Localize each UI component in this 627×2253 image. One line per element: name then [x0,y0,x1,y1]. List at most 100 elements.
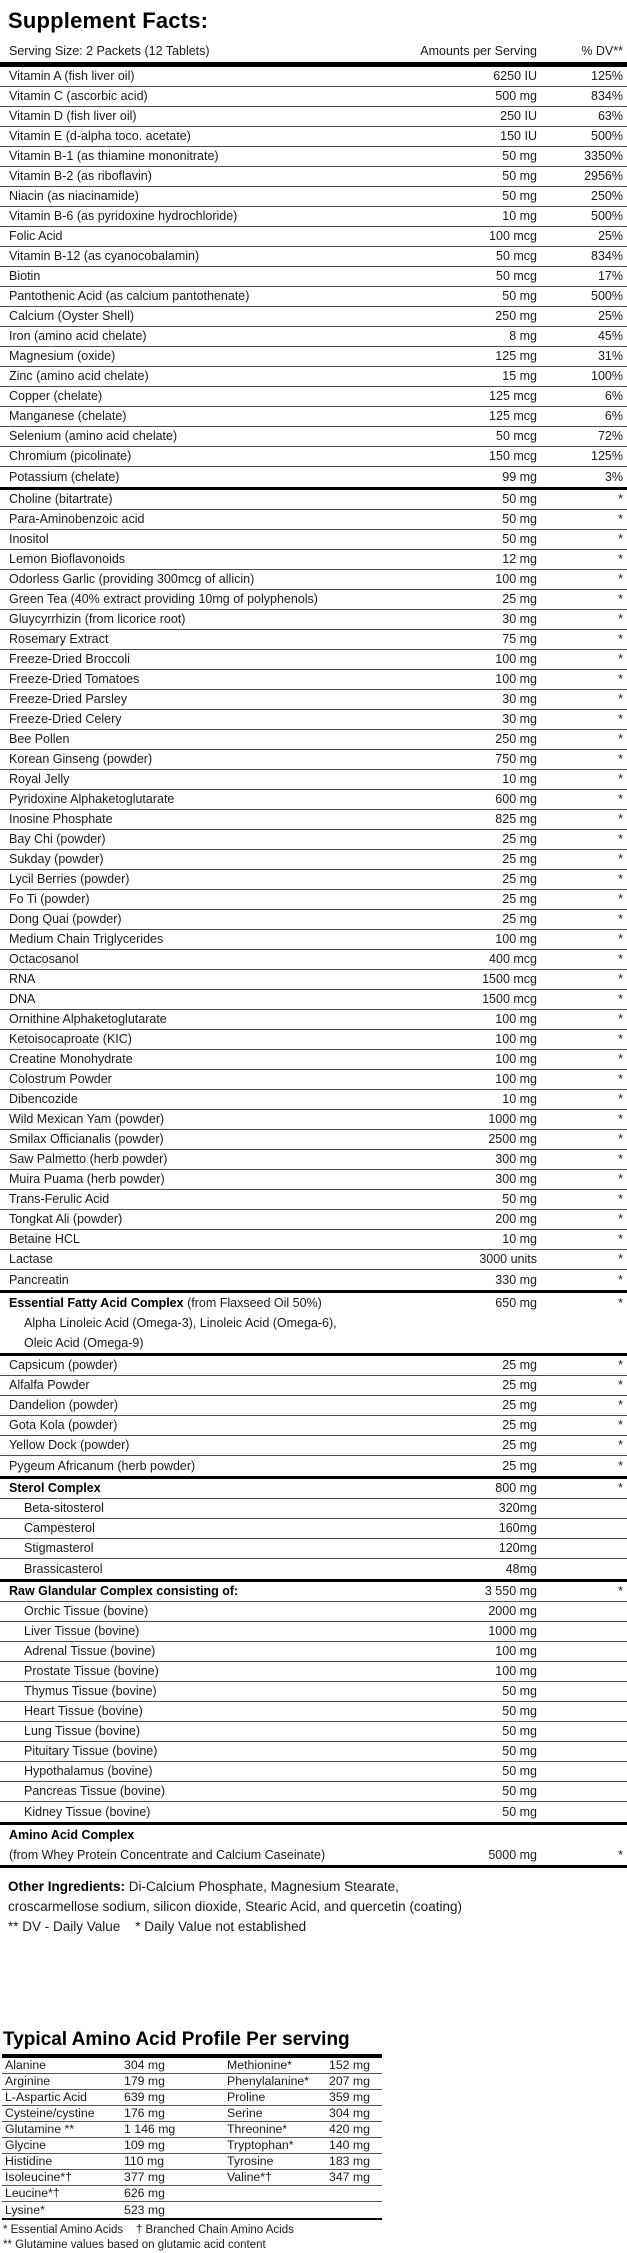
ingredient-name: Bay Chi (powder) [9,832,106,846]
ingredient-name: Manganese (chelate) [9,409,127,423]
ingredient-amount: 99 mg [502,469,537,484]
ingredient-name: Creatine Monohydrate [9,1052,133,1066]
amino-name: Isoleucine*† [5,2170,72,2184]
ingredient-row: Iron (amino acid chelate) 8 mg 45% [0,327,627,347]
ingredient-dv: * [618,592,623,606]
amino-value: 304 mg [124,2058,166,2072]
ingredient-row: Capsicum (powder) 25 mg * [0,1356,627,1376]
ingredient-row: Bee Pollen 250 mg * [0,730,627,750]
ingredient-amount: 2000 mg [488,1604,537,1618]
ingredient-dv: * [618,1132,623,1146]
ingredient-amount: 300 mg [495,1172,537,1186]
amino-profile-table: Alanine 304 mg Methionine* 152 mg Arginine 17… [2,2054,382,2220]
ingredient-name: Pyridoxine Alphaketoglutarate [9,792,175,806]
amino-footnote-glutamine: ** Glutamine values based on glutamic ac… [3,2239,266,2251]
ingredient-dv: * [618,672,623,686]
ingredient-dv: * [618,1295,623,1310]
ingredient-name: Zinc (amino acid chelate) [9,369,149,383]
ingredient-amount: 1500 mcg [482,972,537,986]
ingredient-dv: * [618,1052,623,1066]
ingredient-row: Raw Glandular Complex consisting of: 3 55… [0,1582,627,1602]
ingredient-amount: 125 mcg [489,389,537,403]
ingredient-amount: 25 mg [502,912,537,926]
ingredient-dv: * [618,692,623,706]
ingredient-amount: 50 mg [502,1724,537,1738]
ingredient-row: Vitamin C (ascorbic acid) 500 mg 834% [0,87,627,107]
ingredient-amount: 50 mg [502,169,537,183]
ingredient-name: Tongkat Ali (powder) [9,1212,123,1226]
ingredient-row: Campesterol 160mg [0,1519,627,1539]
ingredient-name: Alpha Linoleic Acid (Omega-3), Linoleic … [24,1315,337,1330]
ingredient-amount: 3000 units [479,1252,537,1266]
ingredient-amount: 50 mg [502,492,537,506]
ingredient-dv: * [618,952,623,966]
ingredient-dv: 500% [591,129,623,143]
ingredient-name: Octacosanol [9,952,79,966]
ingredient-row: Vitamin B-1 (as thiamine mononitrate) 50 … [0,147,627,167]
ingredient-amount: 300 mg [495,1152,537,1166]
ingredient-dv: * [618,1378,623,1392]
ingredient-row: Lactase 3000 units * [0,1250,627,1270]
ingredient-name: Campesterol [24,1521,95,1535]
ingredient-amount: 50 mg [502,1764,537,1778]
ingredient-name: Magnesium (oxide) [9,349,116,363]
amino-name: Glutamine ** [5,2122,75,2136]
ingredient-dv: * [618,752,623,766]
ingredient-row: Magnesium (oxide) 125 mg 31% [0,347,627,367]
ingredient-amount: 1000 mg [488,1112,537,1126]
ingredient-row: Smilax Officianalis (powder) 2500 mg * [0,1130,627,1150]
ingredient-dv: * [618,812,623,826]
ingredient-dv: * [618,552,623,566]
ingredient-name: Trans-Ferulic Acid [9,1192,110,1206]
ingredient-amount: 10 mg [502,209,537,223]
ingredient-name: Chromium (picolinate) [9,449,132,463]
ingredient-amount: 25 mg [502,892,537,906]
ingredient-dv: 72% [597,429,623,443]
ingredient-row: DNA 1500 mcg * [0,990,627,1010]
ingredient-amount: 30 mg [502,712,537,726]
ingredient-name: Thymus Tissue (bovine) [24,1684,157,1698]
amino-row: Arginine 179 mg Phenylalanine* 207 mg [2,2074,382,2090]
ingredient-amount: 150 mcg [489,449,537,463]
ingredient-row: Calcium (Oyster Shell) 250 mg 25% [0,307,627,327]
ingredient-dv: * [618,1172,623,1186]
ingredient-name: Pituitary Tissue (bovine) [24,1744,158,1758]
ingredient-dv: * [618,772,623,786]
ingredient-amount: 150 IU [500,129,537,143]
ingredient-dv: 45% [597,329,623,343]
ingredient-row: Freeze-Dried Tomatoes 100 mg * [0,670,627,690]
amino-name: Threonine* [227,2122,288,2136]
ingredient-amount: 10 mg [502,1092,537,1106]
amino-value: 179 mg [124,2074,166,2088]
ingredient-dv: 6% [604,389,623,403]
ingredient-dv: * [618,1212,623,1226]
ingredient-amount: 50 mg [502,1784,537,1798]
ingredient-dv: * [618,1232,623,1246]
ingredient-row: Creatine Monohydrate 100 mg * [0,1050,627,1070]
ingredient-name: Pancreas Tissue (bovine) [24,1784,166,1798]
ingredient-amount: 120mg [498,1541,537,1555]
amino-name: L-Aspartic Acid [5,2090,88,2104]
ingredient-name: Choline (bitartrate) [9,492,113,506]
ingredient-row: Vitamin B-2 (as riboflavin) 50 mg 2956% [0,167,627,187]
ingredient-name: Stigmasterol [24,1541,94,1555]
ingredient-amount: 825 mg [495,812,537,826]
ingredient-amount: 320mg [498,1501,537,1515]
amino-value: 304 mg [329,2106,371,2120]
ingredient-amount: 800 mg [495,1481,537,1495]
ingredient-name: Essential Fatty Acid Complex (from Flaxs… [9,1295,322,1310]
ingredient-amount: 25 mg [502,1458,537,1473]
amino-value: 176 mg [124,2106,166,2120]
ingredient-dv: * [618,1112,623,1126]
ingredient-dv: * [618,832,623,846]
amino-row: L-Aspartic Acid 639 mg Proline 359 mg [2,2090,382,2106]
facts-section-3: Essential Fatty Acid Complex (from Flaxs… [0,1293,627,1356]
ingredient-amount: 100 mg [495,1644,537,1658]
facts-section-1: Vitamin A (fish liver oil) 6250 IU 125% Vit… [0,67,627,490]
ingredient-amount: 100 mg [495,1012,537,1026]
ingredient-amount: 125 mcg [489,409,537,423]
ingredient-name: Colostrum Powder [9,1072,112,1086]
ingredient-amount: 125 mg [495,349,537,363]
ingredient-name: Adrenal Tissue (bovine) [24,1644,156,1658]
ingredient-amount: 50 mg [502,1804,537,1819]
